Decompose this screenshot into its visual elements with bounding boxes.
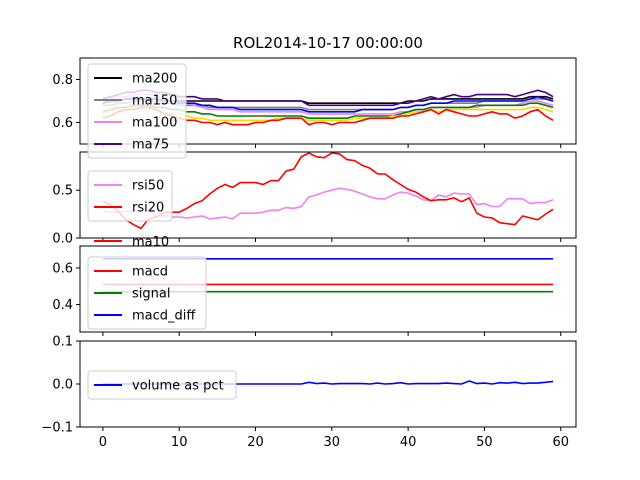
series-line-rsi20: [102, 152, 554, 230]
legend-label: ma150: [132, 94, 177, 109]
legend-label: macd_diff: [132, 309, 196, 324]
x-tick-label: 10: [171, 435, 188, 450]
legend-box: [87, 170, 173, 222]
legend-box: [87, 63, 187, 159]
legend: macd signal macd_diff: [87, 256, 207, 330]
legend-label: ma10: [132, 235, 169, 250]
y-tick-label: 0.8: [52, 73, 73, 88]
y-tick-label: 0.6: [52, 261, 73, 276]
y-tick-label: −0.1: [41, 421, 73, 436]
axes-frame: [79, 57, 577, 145]
legend-label: rsi50: [132, 179, 164, 194]
y-tick-label: 0.0: [52, 232, 73, 247]
legend-label: signal: [132, 287, 170, 302]
series-line-rsi50: [102, 187, 554, 220]
legend: volume as pct: [87, 370, 237, 400]
y-tick-label: 0.6: [52, 116, 73, 131]
x-tick-label: 30: [324, 435, 341, 450]
x-tick-label: 20: [247, 435, 264, 450]
panel-macd: 0.4 0.6: [52, 245, 577, 336]
y-tick-label: 0.0: [52, 378, 73, 393]
x-tick-label: 40: [400, 435, 417, 450]
chart-title: ROL2014-10-17 00:00:00: [233, 34, 423, 52]
legend-label: ma75: [132, 138, 169, 153]
legend-box: [87, 256, 207, 330]
legend: rsi50 rsi20: [87, 170, 173, 222]
legend-label: rsi20: [132, 201, 164, 216]
x-tick-label: 50: [476, 435, 493, 450]
axes-frame: [79, 151, 577, 239]
x-tick-label: 0: [99, 435, 107, 450]
y-tick-label: 0.4: [52, 298, 73, 313]
legend-label: macd: [132, 265, 168, 280]
y-tick-label: 0.1: [52, 335, 73, 350]
legend-label: volume as pct: [132, 379, 224, 394]
legend-label: ma100: [132, 116, 177, 131]
legend-box: [87, 370, 237, 400]
axes-frame: [79, 245, 577, 333]
series-group: [102, 152, 554, 230]
y-tick-label: 0.5: [52, 184, 73, 199]
x-tick-label: 60: [552, 435, 569, 450]
legend-partial: ma10: [94, 235, 169, 250]
legend: ma200 ma150 ma100 ma75: [87, 63, 187, 159]
legend-label: ma200: [132, 72, 177, 87]
panel-rsi: 0.0 0.5: [52, 151, 577, 247]
